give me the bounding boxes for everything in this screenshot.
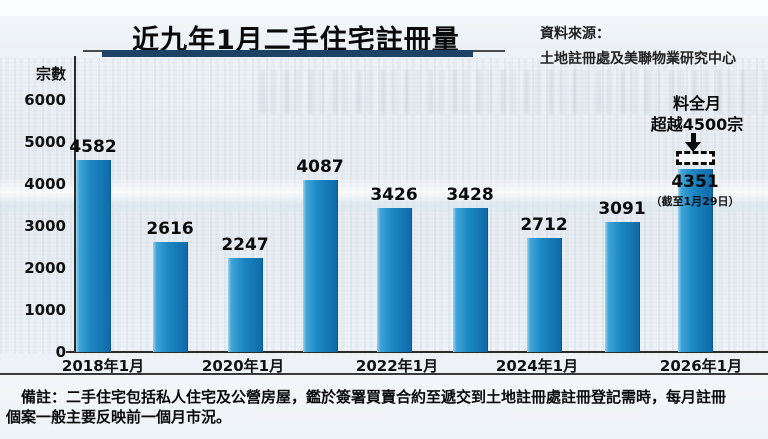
y-tick-label: 1000	[24, 301, 66, 319]
background-skyline	[260, 70, 768, 114]
background-sky	[0, 0, 768, 16]
bar-2021年1月	[302, 180, 338, 352]
y-axis-title: 宗數	[36, 65, 67, 83]
data-source-label: 資料來源：	[540, 26, 610, 42]
title-underline-thick	[102, 50, 473, 57]
data-source-name: 土地註冊處及美聯物業研究中心	[540, 51, 736, 67]
x-tick-label: 2026年1月	[659, 357, 743, 375]
projection-annotation-line2: 超越4500宗	[650, 115, 744, 134]
footnote-line-1: 備註：二手住宅包括私人住宅及公營房屋，鑑於簽署買賣合約至遞交到土地註冊處註冊登記…	[6, 388, 727, 406]
bar-value-label: 2616	[146, 219, 194, 239]
bar-value-label: 2712	[520, 215, 568, 235]
down-arrow-icon-head	[685, 142, 701, 152]
asof-note: （截至1月29日）	[650, 195, 740, 208]
bar-2018年1月	[75, 160, 111, 352]
footnote-line-2: 個案一般主要反映前一個月市況。	[6, 408, 232, 426]
y-tick-label: 4000	[24, 175, 66, 193]
bar-value-label: 4351	[671, 172, 719, 192]
data-source: 資料來源： 土地註冊處及美聯物業研究中心	[540, 22, 736, 72]
y-axis-line	[74, 56, 76, 353]
footnote-band	[0, 375, 768, 439]
y-tick-label: 3000	[24, 217, 66, 235]
bar-value-label: 3091	[598, 199, 646, 219]
x-tick-label: 2018年1月	[61, 357, 145, 375]
bar-value-label: 4582	[69, 137, 117, 157]
projection-annotation-line1: 料全月	[672, 94, 721, 113]
bar-2019年1月	[152, 242, 188, 352]
bar-2026年1月	[677, 169, 713, 352]
x-axis-line	[66, 351, 768, 353]
x-tick-label: 2024年1月	[495, 357, 579, 375]
y-tick-label: 5000	[24, 133, 66, 151]
bar-value-label: 3426	[370, 185, 418, 205]
bar-value-label: 3428	[446, 185, 494, 205]
y-tick-label: 2000	[24, 259, 66, 277]
down-arrow-icon	[691, 133, 696, 143]
bar-value-label: 2247	[221, 235, 269, 255]
y-tick-label: 0	[55, 343, 66, 361]
projected-bar-extension	[676, 151, 715, 165]
x-tick-label: 2022年1月	[355, 357, 439, 375]
bar-value-label: 4087	[296, 157, 344, 177]
bar-2025年1月	[604, 222, 640, 352]
y-tick-label: 6000	[24, 91, 66, 109]
x-tick-label: 2020年1月	[201, 357, 285, 375]
bar-2023年1月	[452, 208, 488, 352]
bar-2020年1月	[227, 258, 263, 352]
footnote-separator	[0, 373, 768, 375]
bar-2022年1月	[376, 208, 412, 352]
bar-2024年1月	[526, 238, 562, 352]
